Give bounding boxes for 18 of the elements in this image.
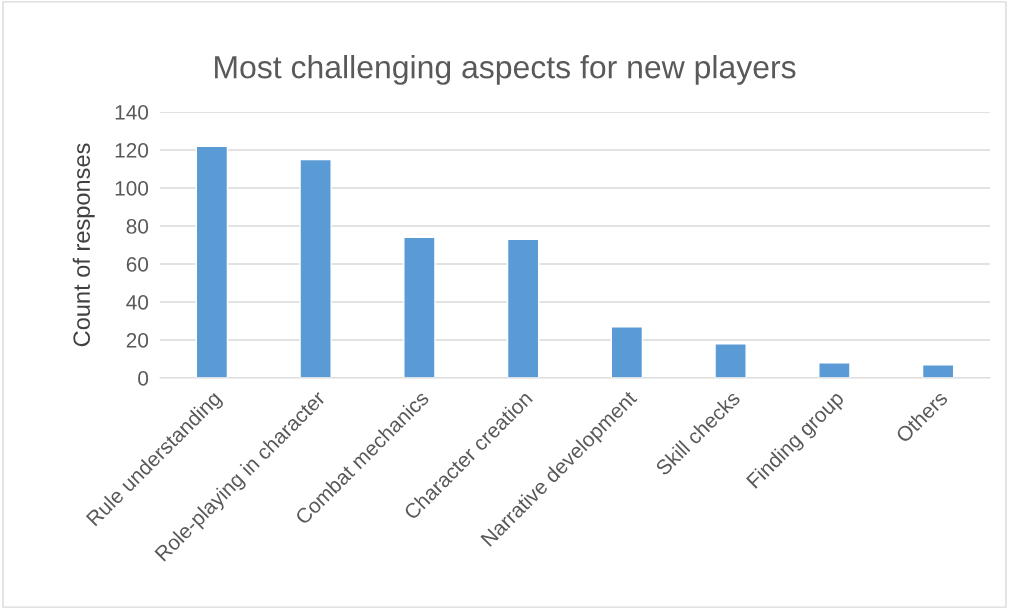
bar [403,236,436,378]
bar [921,364,955,378]
bar [195,145,229,378]
y-tick-label: 140 [115,105,149,120]
y-tick-label: 100 [115,181,149,196]
bar [818,362,851,378]
chart-title: Most challenging aspects for new players [215,55,796,85]
y-tick-label: 0 [138,371,149,386]
bar [714,343,747,378]
y-tick-label: 80 [126,219,149,234]
bar [506,238,540,378]
bar [610,326,644,378]
y-axis-title: Count of responses [72,143,95,347]
bar [299,158,332,378]
y-tick-label: 120 [115,143,149,158]
y-tick-label: 60 [126,257,149,272]
y-tick-label: 20 [126,333,149,348]
y-tick-label: 40 [126,295,149,310]
